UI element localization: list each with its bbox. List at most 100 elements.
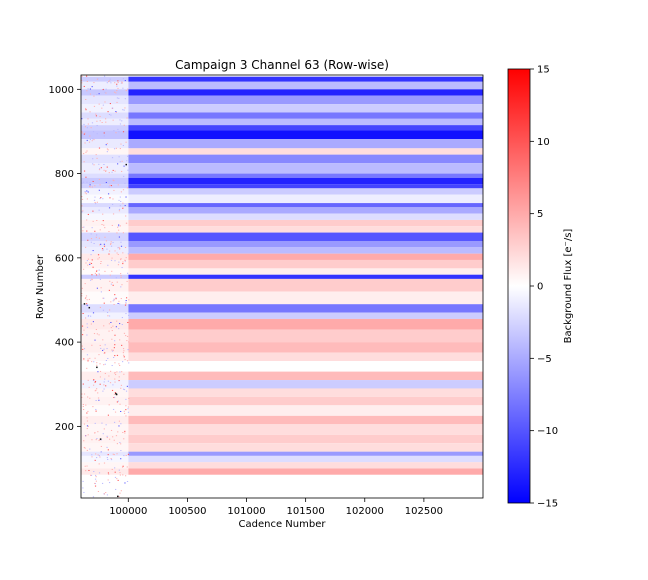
noise-pixel [82, 405, 84, 407]
noise-pixel [96, 157, 98, 159]
noise-pixel [81, 295, 83, 297]
noise-pixel [112, 300, 114, 302]
noise-pixel [117, 253, 119, 255]
noise-pixel [123, 389, 126, 391]
noise-pixel [92, 131, 95, 133]
noise-pixel [119, 364, 121, 366]
noise-pixel [109, 103, 111, 105]
noise-pixel [89, 111, 91, 113]
noise-pixel [102, 309, 105, 311]
noise-pixel [101, 422, 103, 424]
noise-pixel [87, 239, 89, 241]
noise-pixel [116, 401, 118, 403]
noise-pixel [98, 274, 101, 276]
row-band-noisy-43 [81, 405, 129, 416]
row-band-noisy-27 [81, 259, 129, 269]
row-band-noisy-5 [81, 112, 129, 119]
noise-pixel [109, 243, 112, 245]
noise-pixel [115, 277, 117, 279]
noise-pixel [103, 462, 106, 464]
noise-pixel [117, 247, 119, 249]
row-band-27 [128, 259, 483, 269]
noise-pixel [127, 88, 129, 90]
noise-pixel [94, 357, 96, 359]
noise-pixel [87, 118, 89, 120]
noise-pixel [107, 414, 110, 416]
noise-pixel [81, 287, 84, 289]
noise-pixel [102, 198, 104, 200]
noise-pixel [126, 360, 129, 362]
noise-pixel [104, 91, 106, 93]
noise-pixel [121, 344, 123, 346]
noise-pixel [89, 279, 92, 281]
noise-pixel [86, 425, 89, 427]
noise-pixel [89, 448, 91, 450]
noise-pixel [115, 132, 117, 134]
row-band-noisy-21 [81, 219, 129, 227]
noise-pixel [107, 454, 109, 456]
noise-pixel [83, 268, 85, 270]
noise-pixel [118, 246, 120, 248]
noise-pixel [123, 350, 125, 352]
noise-pixel [118, 131, 120, 133]
noise-pixel [98, 163, 100, 165]
noise-pixel [83, 440, 85, 442]
noise-pixel [85, 404, 87, 406]
noise-pixel [112, 325, 114, 327]
noise-pixel [118, 199, 120, 201]
noise-pixel [122, 78, 124, 80]
noise-pixel [122, 207, 124, 209]
noise-pixel [94, 196, 96, 198]
noise-pixel [105, 170, 107, 172]
noise-pixel [83, 161, 85, 163]
noise-pixel [120, 443, 122, 445]
noise-pixel [120, 458, 122, 460]
noise-pixel [83, 85, 85, 87]
noise-pixel [125, 303, 127, 305]
noise-pixel [114, 355, 116, 357]
noise-pixel [122, 263, 124, 265]
noise-pixel [93, 95, 95, 97]
noise-pixel [85, 176, 87, 178]
colorbar-tick-label: 5 [537, 209, 543, 220]
noise-pixel [124, 260, 126, 262]
noise-pixel [106, 82, 108, 84]
noise-pixel [112, 408, 115, 410]
noise-pixel [120, 245, 123, 247]
noise-pixel [118, 425, 120, 427]
noise-pixel [110, 429, 113, 431]
noise-pixel [104, 352, 106, 354]
noise-pixel [118, 376, 120, 378]
noise-pixel [100, 451, 102, 453]
noise-pixel [81, 345, 83, 347]
noise-pixel [86, 260, 88, 262]
noise-pixel [125, 215, 127, 217]
noise-pixel [87, 264, 89, 266]
noise-pixel [105, 92, 107, 94]
noise-pixel [86, 219, 88, 221]
noise-pixel [98, 399, 100, 401]
noise-pixel [97, 454, 99, 456]
noise-pixel [105, 144, 107, 146]
noise-pixel [111, 157, 114, 159]
noise-pixel [122, 87, 124, 89]
row-band-39 [128, 371, 483, 381]
noise-pixel [99, 244, 101, 246]
noise-pixel [118, 469, 120, 471]
noise-pixel [123, 438, 125, 440]
noise-pixel [107, 458, 109, 460]
noise-pixel [90, 127, 92, 129]
noise-pixel [118, 236, 121, 238]
noise-pixel [93, 139, 95, 141]
noise-pixel [97, 392, 99, 394]
row-band-noisy-45 [81, 424, 129, 435]
noise-pixel [92, 379, 95, 381]
row-band-noisy-4 [81, 104, 129, 113]
noise-pixel [112, 384, 114, 386]
noise-pixel [90, 262, 93, 264]
noise-pixel [110, 242, 112, 244]
noise-pixel [124, 432, 126, 434]
noise-pixel [111, 338, 113, 340]
